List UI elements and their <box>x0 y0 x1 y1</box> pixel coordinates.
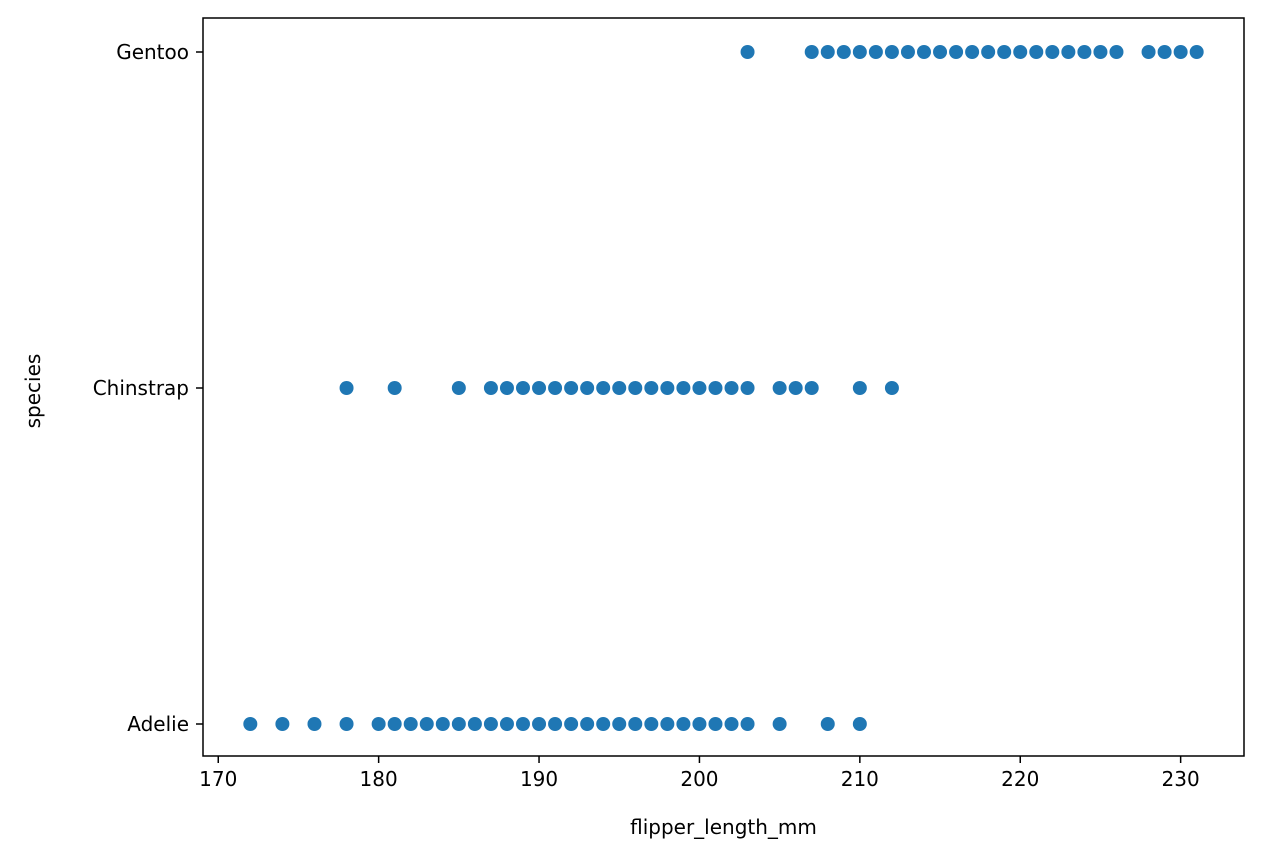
x-tick-label-190: 190 <box>520 767 558 791</box>
plot-frame <box>202 17 1245 757</box>
point-adelie-1 <box>275 717 290 731</box>
point-gentoo-5 <box>868 45 883 59</box>
point-adelie-15 <box>548 717 563 731</box>
point-chinstrap-21 <box>788 381 803 395</box>
x-tick-label-210: 210 <box>841 767 879 791</box>
point-chinstrap-8 <box>564 381 579 395</box>
point-chinstrap-19 <box>740 381 755 395</box>
point-adelie-26 <box>724 717 739 731</box>
point-gentoo-19 <box>1093 45 1108 59</box>
point-adelie-16 <box>564 717 579 731</box>
point-gentoo-7 <box>900 45 915 59</box>
point-chinstrap-17 <box>708 381 723 395</box>
point-adelie-10 <box>467 717 482 731</box>
x-tick-label-230: 230 <box>1162 767 1200 791</box>
point-chinstrap-14 <box>660 381 675 395</box>
point-chinstrap-1 <box>387 381 402 395</box>
x-axis-ticks: 170 180 190 200 210 220 230 <box>199 756 1200 791</box>
point-adelie-17 <box>580 717 595 731</box>
y-tick-label-adelie: Adelie <box>127 712 189 736</box>
point-adelie-18 <box>596 717 611 731</box>
point-adelie-7 <box>419 717 434 731</box>
x-tick-label-180: 180 <box>360 767 398 791</box>
point-gentoo-3 <box>836 45 851 59</box>
point-adelie-21 <box>644 717 659 731</box>
y-axis-ticks: Adelie Chinstrap Gentoo <box>93 40 203 736</box>
plot-area <box>203 18 1244 756</box>
y-axis-label: species <box>21 354 45 429</box>
point-adelie-5 <box>387 717 402 731</box>
point-gentoo-14 <box>1013 45 1028 59</box>
point-chinstrap-11 <box>612 381 627 395</box>
point-gentoo-16 <box>1045 45 1060 59</box>
point-gentoo-4 <box>852 45 867 59</box>
point-gentoo-17 <box>1061 45 1076 59</box>
point-chinstrap-0 <box>339 381 354 395</box>
point-adelie-13 <box>515 717 530 731</box>
point-adelie-3 <box>339 717 354 731</box>
point-adelie-4 <box>371 717 386 731</box>
point-chinstrap-20 <box>772 381 787 395</box>
x-tick-label-220: 220 <box>1001 767 1039 791</box>
point-gentoo-0 <box>740 45 755 59</box>
point-gentoo-22 <box>1157 45 1172 59</box>
point-gentoo-24 <box>1189 45 1204 59</box>
point-gentoo-6 <box>884 45 899 59</box>
point-chinstrap-13 <box>644 381 659 395</box>
y-tick-label-chinstrap: Chinstrap <box>93 376 189 400</box>
point-gentoo-13 <box>997 45 1012 59</box>
point-chinstrap-15 <box>676 381 691 395</box>
point-gentoo-18 <box>1077 45 1092 59</box>
point-adelie-23 <box>676 717 691 731</box>
point-chinstrap-12 <box>628 381 643 395</box>
point-chinstrap-2 <box>451 381 466 395</box>
point-adelie-24 <box>692 717 707 731</box>
point-adelie-9 <box>451 717 466 731</box>
point-chinstrap-3 <box>483 381 498 395</box>
point-chinstrap-16 <box>692 381 707 395</box>
point-adelie-14 <box>532 717 547 731</box>
point-chinstrap-10 <box>596 381 611 395</box>
data-points <box>243 45 1204 731</box>
point-gentoo-9 <box>933 45 948 59</box>
point-gentoo-23 <box>1173 45 1188 59</box>
point-adelie-12 <box>499 717 514 731</box>
point-adelie-0 <box>243 717 258 731</box>
point-gentoo-1 <box>804 45 819 59</box>
point-adelie-19 <box>612 717 627 731</box>
point-chinstrap-24 <box>884 381 899 395</box>
x-tick-label-200: 200 <box>680 767 718 791</box>
point-gentoo-11 <box>965 45 980 59</box>
point-gentoo-15 <box>1029 45 1044 59</box>
point-chinstrap-7 <box>548 381 563 395</box>
point-adelie-2 <box>307 717 322 731</box>
point-adelie-20 <box>628 717 643 731</box>
point-gentoo-21 <box>1141 45 1156 59</box>
point-adelie-28 <box>772 717 787 731</box>
point-adelie-25 <box>708 717 723 731</box>
point-gentoo-20 <box>1109 45 1124 59</box>
point-adelie-6 <box>403 717 418 731</box>
point-gentoo-2 <box>820 45 835 59</box>
point-adelie-29 <box>820 717 835 731</box>
point-adelie-8 <box>435 717 450 731</box>
point-gentoo-8 <box>917 45 932 59</box>
x-tick-label-170: 170 <box>199 767 237 791</box>
point-adelie-11 <box>483 717 498 731</box>
point-adelie-30 <box>852 717 867 731</box>
point-chinstrap-5 <box>515 381 530 395</box>
point-chinstrap-22 <box>804 381 819 395</box>
point-chinstrap-18 <box>724 381 739 395</box>
y-tick-label-gentoo: Gentoo <box>116 40 189 64</box>
x-axis-label: flipper_length_mm <box>630 815 817 839</box>
point-adelie-22 <box>660 717 675 731</box>
point-chinstrap-23 <box>852 381 867 395</box>
point-chinstrap-9 <box>580 381 595 395</box>
point-chinstrap-6 <box>532 381 547 395</box>
point-adelie-27 <box>740 717 755 731</box>
point-gentoo-12 <box>981 45 996 59</box>
point-gentoo-10 <box>949 45 964 59</box>
point-chinstrap-4 <box>499 381 514 395</box>
